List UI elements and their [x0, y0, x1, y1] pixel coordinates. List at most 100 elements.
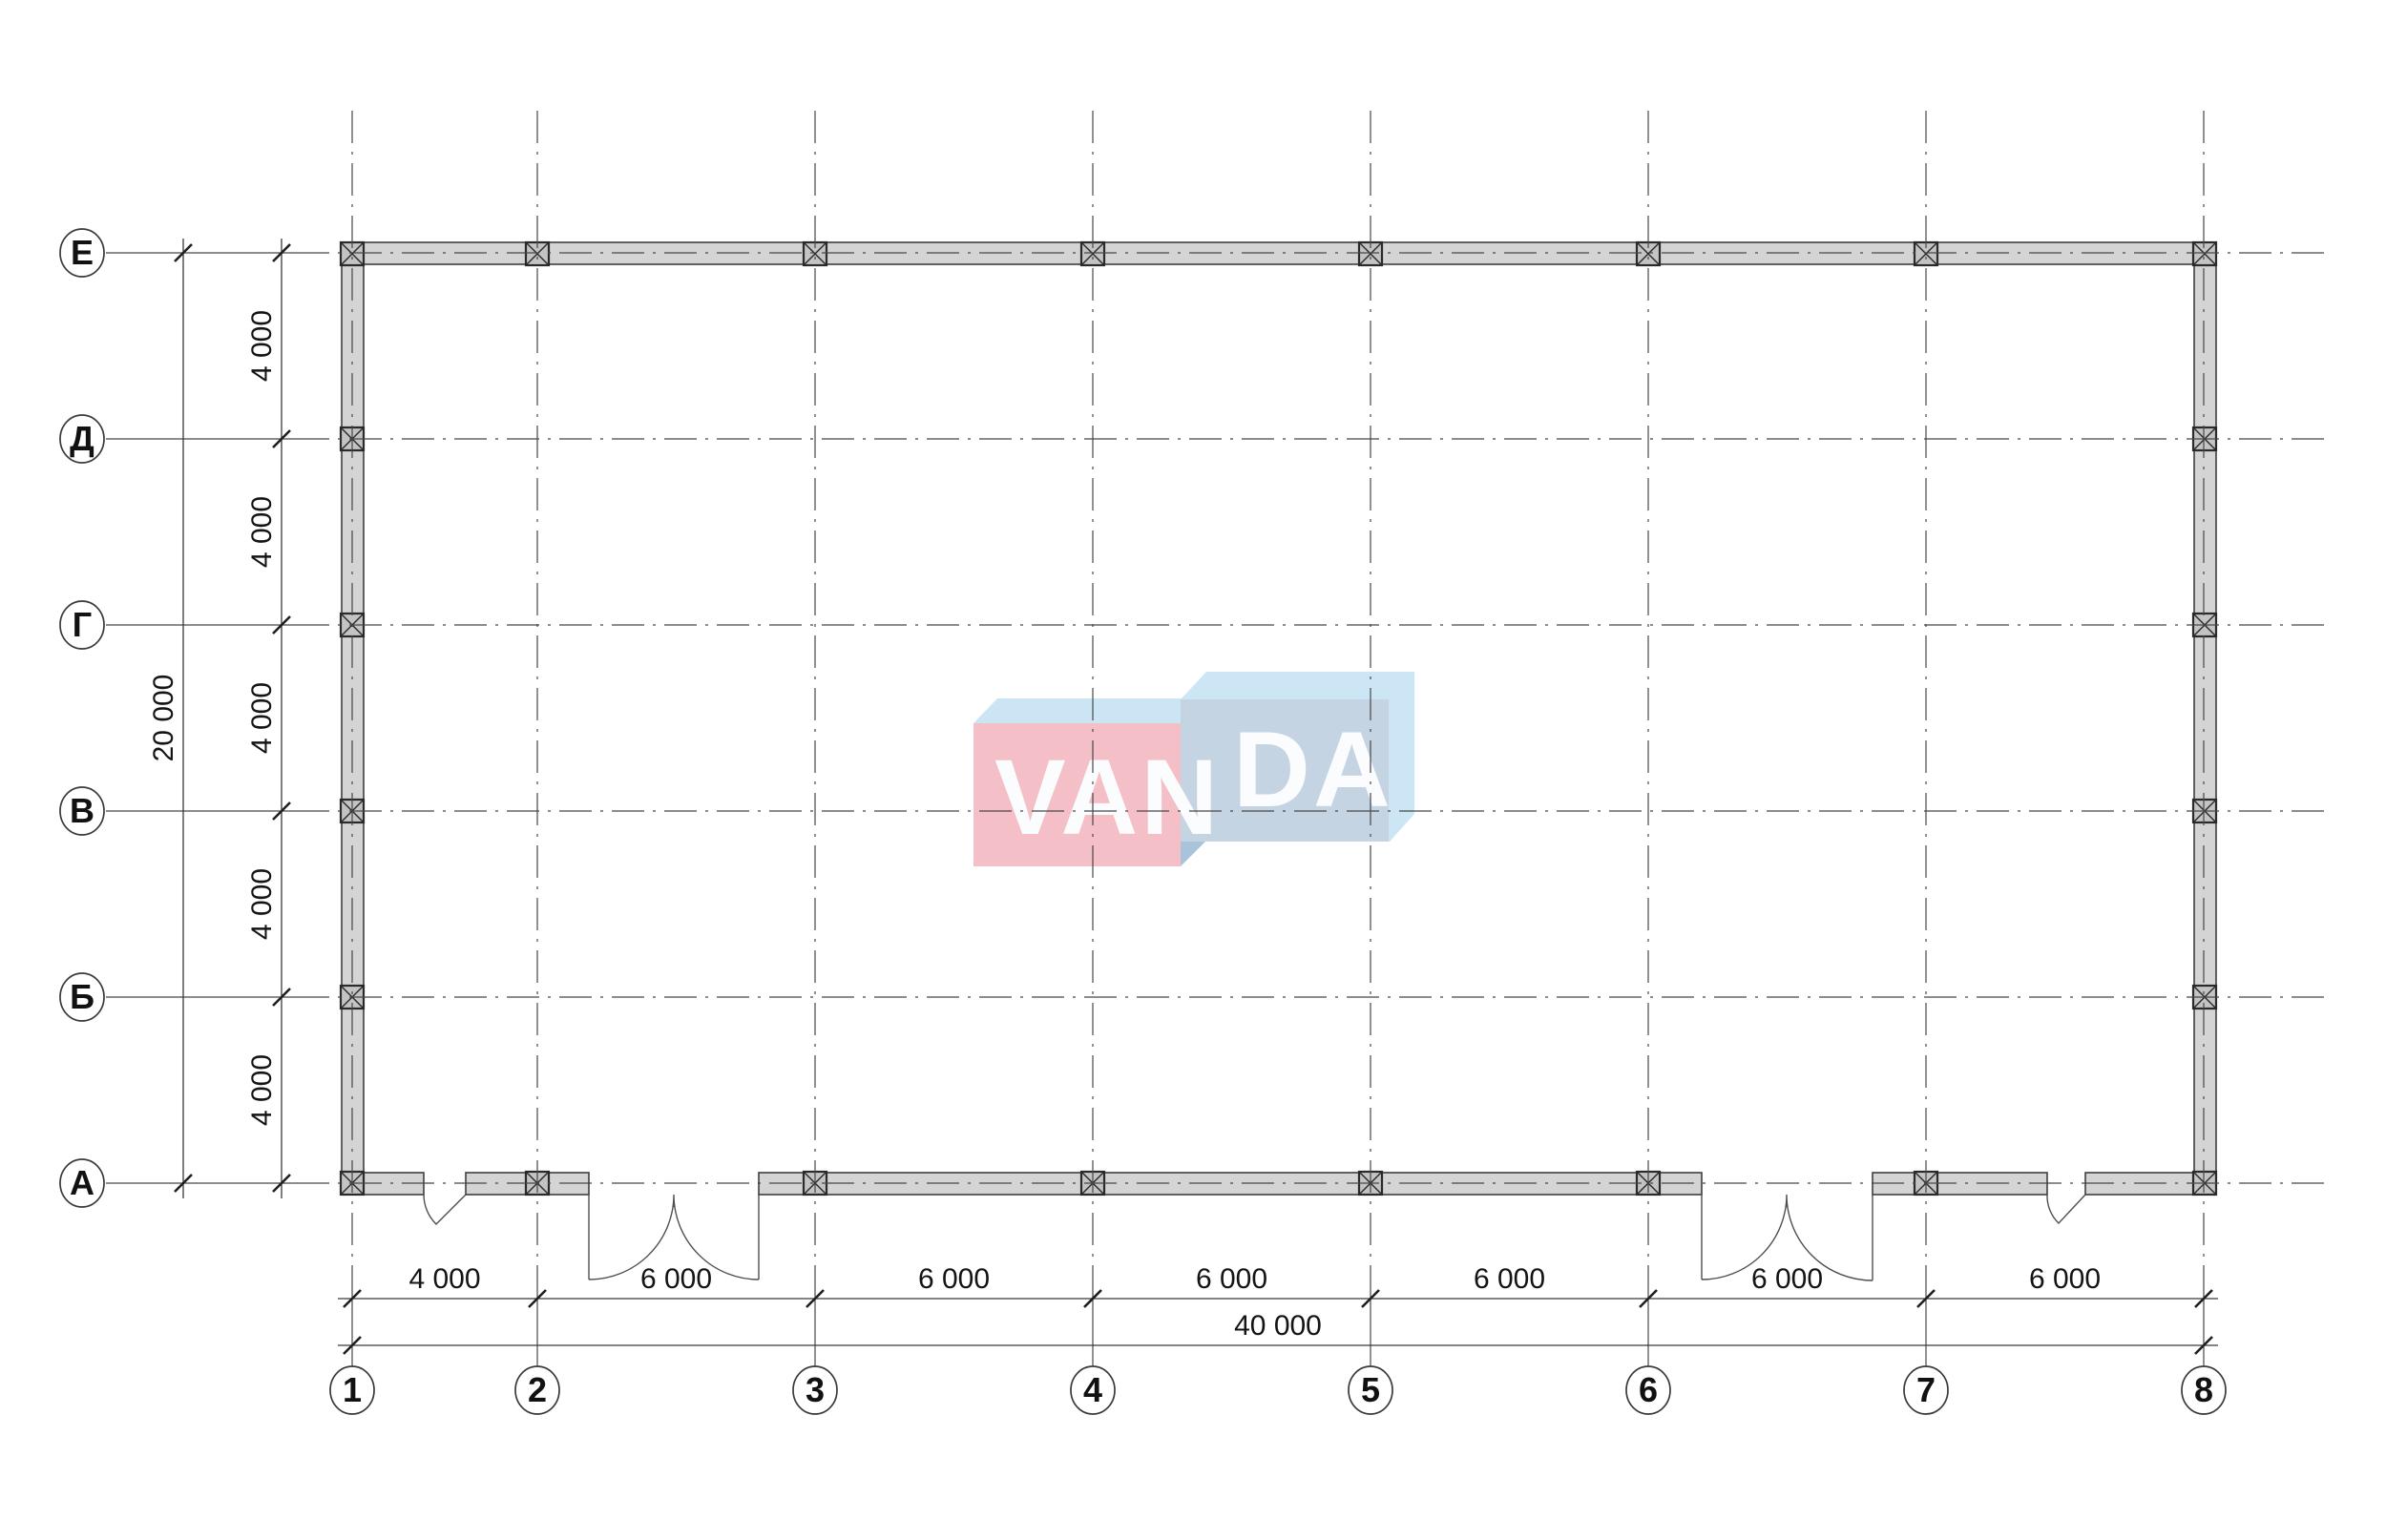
- door-swing: [2046, 1194, 2086, 1225]
- dimension-label: 6 000: [1751, 1263, 1823, 1295]
- column-cross-line: [2192, 241, 2217, 266]
- logo-pink-front-face: [973, 723, 1181, 866]
- dimension-tick: [272, 801, 291, 821]
- axis-bubble-row-1: Е: [59, 228, 105, 278]
- wall-segment: [2193, 241, 2217, 1196]
- axis-bubble-circle: [1625, 1365, 1671, 1415]
- axis-bubble-column-8: 8: [2181, 1365, 2227, 1415]
- dimension-tick: [2194, 1336, 2213, 1355]
- dimension-label: 6 000: [640, 1263, 712, 1295]
- axis-bubble-circle: [1903, 1365, 1949, 1415]
- axis-bubble-circle: [1348, 1365, 1393, 1415]
- axis-bubble-circle: [59, 228, 105, 278]
- axis-bubble-circle: [329, 1365, 375, 1415]
- dimension-tick: [1083, 1289, 1102, 1308]
- dimension-tick: [272, 615, 291, 635]
- logo-text-da: DA: [1233, 710, 1393, 829]
- axis-bubble-column-5: 5: [1348, 1365, 1393, 1415]
- dimensions-layer: 4 000 6 000 6 000 6 000 6 000 6 000 6 000 40 00…: [148, 239, 2218, 1355]
- dimension-tick: [174, 243, 193, 262]
- column-cross-line: [340, 241, 365, 266]
- dimension-label: 4 000: [246, 868, 278, 940]
- axis-bubble-label: Б: [70, 977, 94, 1016]
- dimension-label: 4 000: [408, 1263, 480, 1295]
- axis-bubble-row-3: Г: [59, 600, 105, 650]
- dimension-tick: [272, 988, 291, 1007]
- axis-bubble-circle: [59, 600, 105, 650]
- dimension-label: 6 000: [1196, 1263, 1267, 1295]
- column-cross-line: [525, 241, 550, 266]
- doors-layer: [423, 1194, 2086, 1281]
- dimension-label: 4 000: [246, 496, 278, 568]
- axis-bubble-circle: [59, 1158, 105, 1208]
- axis-bubble-circle: [59, 414, 105, 464]
- dimension-tick: [343, 1336, 362, 1355]
- logo-fold-triangle: [1181, 842, 1205, 866]
- axis-bubble-label: 7: [1916, 1370, 1936, 1409]
- axis-bubble-label: А: [70, 1163, 94, 1202]
- dimension-tick: [1361, 1289, 1380, 1308]
- column-marker: [2191, 240, 2218, 267]
- dimension-tick: [806, 1289, 825, 1308]
- dimension-tick: [272, 1174, 291, 1193]
- dimension-label: 4 000: [246, 310, 278, 382]
- dimension-tick: [1916, 1289, 1936, 1308]
- dimension-tick: [272, 429, 291, 448]
- axis-bubble-label: 2: [528, 1370, 547, 1409]
- axis-bubble-column-3: 3: [792, 1365, 838, 1415]
- door-swing: [1701, 1194, 1873, 1281]
- axis-bubble-circle: [514, 1365, 560, 1415]
- column-cross-line: [1358, 241, 1383, 266]
- door-swing: [423, 1194, 467, 1225]
- axis-bubble-label: 3: [806, 1370, 825, 1409]
- dimension-label: 6 000: [918, 1263, 990, 1295]
- logo-blue-front-face: [1181, 699, 1389, 842]
- axis-bubble-column-7: 7: [1903, 1365, 1949, 1415]
- dimension-label: 6 000: [1474, 1263, 1545, 1295]
- axis-bubble-label: Г: [73, 605, 92, 644]
- axis-bubble-row-2: Д: [59, 414, 105, 464]
- axis-bubble-column-4: 4: [1070, 1365, 1116, 1415]
- axis-bubble-column-2: 2: [514, 1365, 560, 1415]
- logo-text-van: VAN: [994, 738, 1221, 857]
- dimension-tick: [528, 1289, 547, 1308]
- axis-bubble-circle: [59, 972, 105, 1022]
- axis-bubble-circle: [792, 1365, 838, 1415]
- vanda-logo: VAN DA: [973, 672, 1414, 866]
- axis-bubble-circle: [2181, 1365, 2227, 1415]
- dimension-label: 6 000: [2029, 1263, 2101, 1295]
- axis-bubble-label: Д: [70, 419, 94, 458]
- axis-bubble-label: В: [70, 791, 94, 830]
- axis-bubble-circle: [59, 786, 105, 836]
- dimension-tick: [272, 243, 291, 262]
- dimension-label: 40 000: [1234, 1310, 1322, 1342]
- axis-bubble-label: 6: [1639, 1370, 1658, 1409]
- axis-bubble-label: 4: [1083, 1370, 1102, 1409]
- axis-bubble-label: 1: [343, 1370, 362, 1409]
- axis-bubble-column-1: 1: [329, 1365, 375, 1415]
- axis-bubble-label: Е: [71, 233, 94, 272]
- axis-bubble-row-5: Б: [59, 972, 105, 1022]
- dimension-label: 4 000: [246, 1054, 278, 1126]
- column-cross-line: [1914, 241, 1938, 266]
- column-cross-line: [1080, 241, 1105, 266]
- door-swing: [588, 1194, 760, 1280]
- axis-bubble-row-6: А: [59, 1158, 105, 1208]
- column-cross-line: [803, 241, 827, 266]
- axis-bubble-label: 8: [2194, 1370, 2213, 1409]
- dimension-label: 20 000: [148, 675, 179, 762]
- logo-pink-top-face: [973, 698, 1193, 723]
- dimension-tick: [2194, 1289, 2213, 1308]
- axis-bubble-circle: [1070, 1365, 1116, 1415]
- axis-bubble-row-4: В: [59, 786, 105, 836]
- dimension-tick: [174, 1174, 193, 1193]
- dimension-tick: [1639, 1289, 1658, 1308]
- axis-bubble-column-6: 6: [1625, 1365, 1671, 1415]
- dimension-label: 4 000: [246, 682, 278, 754]
- axis-bubble-label: 5: [1361, 1370, 1380, 1409]
- column-cross-line: [1636, 241, 1661, 266]
- axis-bubbles-layer: 1 2 3 4 5 6 7 8 Е Д Г В Б А: [59, 228, 2227, 1415]
- dimension-tick: [343, 1289, 362, 1308]
